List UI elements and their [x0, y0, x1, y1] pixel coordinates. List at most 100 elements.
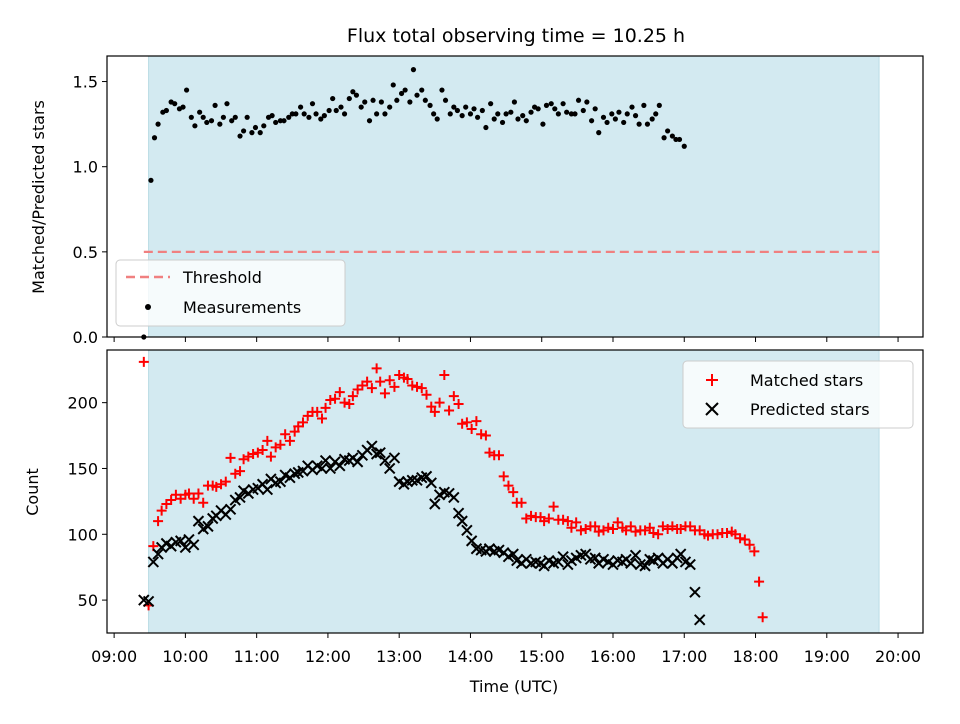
measurement-point: [366, 118, 373, 124]
measurement-point: [515, 116, 521, 122]
measurement-point: [407, 99, 413, 105]
measurement-point: [208, 118, 215, 124]
matched-star-point: [375, 376, 386, 387]
predicted-star-point: [674, 548, 687, 560]
matched-star-point: [653, 529, 664, 540]
measurement-point: [172, 101, 178, 107]
legend-predicted-label: Predicted stars: [750, 400, 870, 419]
matched-star-point: [722, 527, 733, 538]
measurement-point: [237, 133, 243, 139]
measurement-point: [560, 101, 566, 107]
predicted-star-point: [261, 483, 274, 496]
predicted-star-point: [379, 454, 391, 467]
y-tick-label: 200: [67, 394, 98, 413]
matched-star-point: [280, 429, 291, 440]
measurement-point: [240, 128, 247, 134]
y-tick-label: 150: [67, 459, 98, 478]
predicted-star-point: [452, 507, 465, 519]
measurement-point: [346, 95, 352, 102]
matched-star-point: [225, 452, 236, 463]
measurement-point: [580, 107, 586, 114]
legend-measurements-label: Measurements: [183, 298, 301, 317]
matched-star-point: [508, 487, 519, 498]
matched-star-point: [493, 450, 504, 461]
predicted-star-point: [456, 515, 468, 527]
measurement-point: [596, 130, 602, 136]
measurement-point: [414, 92, 420, 98]
predicted-star-point: [406, 474, 418, 487]
matched-star-point: [590, 521, 601, 532]
measurement-point: [180, 104, 186, 110]
measurement-point: [592, 106, 598, 112]
measurement-point: [422, 97, 428, 103]
predicted-star-point: [224, 503, 237, 515]
x-tick-label: 16:00: [590, 647, 636, 666]
x-tick-label: 14:00: [447, 647, 493, 666]
matched-star-point: [320, 402, 331, 413]
legend-threshold-label: Threshold: [182, 268, 262, 287]
measurement-point: [523, 118, 529, 124]
top-legend-frame: [115, 259, 346, 327]
measurement-point: [488, 101, 494, 107]
x-tick-label: 09:00: [91, 647, 137, 666]
matched-star-point: [625, 521, 636, 532]
measurement-point: [621, 119, 627, 126]
measurement-point: [604, 119, 610, 126]
predicted-star-point: [351, 456, 364, 468]
matched-star-point: [402, 373, 413, 384]
top-legend: Threshold Measurements: [115, 259, 346, 327]
x-tick-label: 11:00: [234, 647, 280, 666]
measurement-point: [447, 111, 453, 117]
measurement-point: [293, 111, 299, 117]
measurement-point: [467, 111, 474, 117]
measurement-point: [301, 111, 307, 117]
matched-star-point: [284, 435, 295, 446]
predicted-star-point: [319, 454, 332, 467]
measurement-point: [459, 113, 465, 119]
measurement-point: [229, 118, 235, 124]
measurement-point: [249, 130, 255, 136]
measurement-point: [306, 114, 312, 120]
matched-star-point: [543, 513, 554, 524]
bottom-legend: Matched stars Predicted stars: [682, 360, 914, 429]
matched-star-point: [156, 505, 167, 516]
x-tick-label: 10:00: [162, 647, 208, 666]
matched-star-point: [712, 529, 723, 540]
measurement-point: [564, 109, 570, 115]
measurement-point: [163, 107, 169, 114]
predicted-star-point: [625, 557, 637, 569]
matched-star-point: [744, 539, 755, 550]
matched-star-point: [754, 576, 765, 587]
matched-star-point: [289, 426, 300, 437]
matched-star-point: [526, 510, 537, 521]
y-tick-label: 1.5: [73, 73, 98, 92]
matched-star-point: [429, 406, 440, 417]
predicted-star-point: [461, 524, 473, 537]
predicted-star-point: [192, 515, 205, 527]
x-tick-label: 12:00: [305, 647, 351, 666]
matched-star-point: [471, 416, 482, 427]
matched-star-point: [193, 488, 204, 499]
matched-star-point: [416, 383, 427, 394]
measurement-point: [499, 119, 506, 126]
measurement-point: [552, 106, 558, 112]
measurement-point: [471, 106, 477, 112]
matched-star-point: [389, 381, 400, 392]
y-tick-label: 50: [78, 591, 98, 610]
predicted-star-point: [370, 448, 383, 460]
measurement-point: [419, 87, 425, 93]
measurement-point: [252, 124, 259, 131]
matched-star-point: [739, 534, 750, 545]
matched-star-point: [347, 391, 358, 402]
measurement-point: [390, 82, 396, 88]
matched-star-point: [558, 514, 569, 525]
matched-star-point: [407, 380, 418, 391]
predicted-star-point: [234, 491, 246, 504]
matched-star-point: [248, 448, 259, 459]
measurement-point: [362, 99, 368, 105]
matched-star-point: [548, 501, 559, 512]
x-tick-label: 17:00: [661, 647, 707, 666]
measurement-point: [220, 114, 227, 120]
matched-star-point: [366, 383, 377, 394]
